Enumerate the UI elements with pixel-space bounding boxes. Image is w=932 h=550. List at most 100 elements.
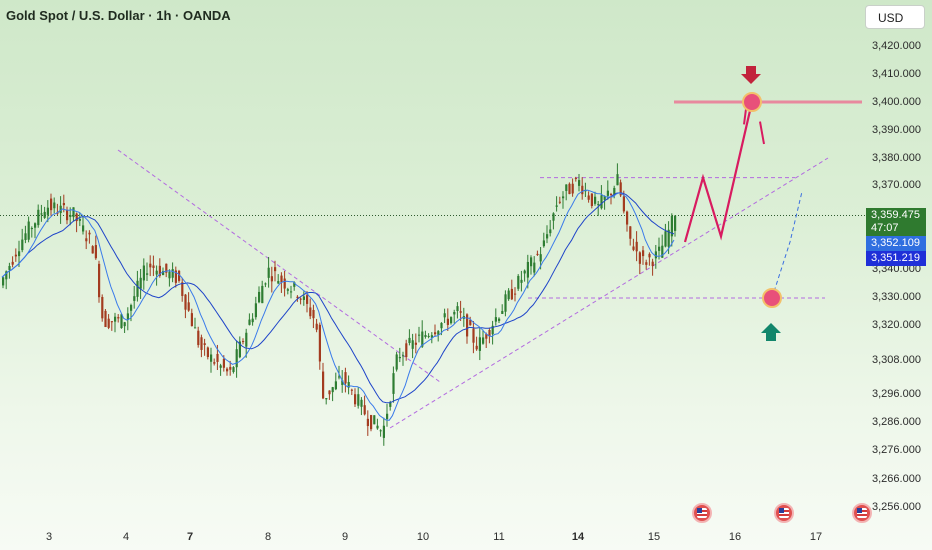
- candle-body: [78, 218, 81, 221]
- candle-body: [392, 373, 395, 394]
- candle-body: [133, 296, 136, 301]
- candle-body: [248, 319, 251, 325]
- candle-body: [18, 251, 21, 257]
- currency-selector[interactable]: USD: [865, 5, 925, 29]
- candle-body: [197, 330, 200, 346]
- candle-body: [277, 280, 280, 284]
- candle-body: [222, 358, 225, 368]
- candle-body: [274, 267, 277, 272]
- candle-body: [421, 331, 424, 347]
- candle-body: [606, 190, 609, 196]
- us-flag-icon[interactable]: [852, 503, 872, 523]
- candle-body: [638, 252, 641, 264]
- candle-body: [450, 317, 453, 324]
- candle-body: [475, 345, 478, 350]
- candle-body: [437, 331, 440, 335]
- us-flag-icon[interactable]: [774, 503, 794, 523]
- bar-countdown: 47:07: [871, 222, 899, 234]
- candle-body: [328, 390, 331, 395]
- candle-body: [261, 285, 264, 304]
- price-axis-label: 3,380.000: [872, 152, 921, 164]
- candle-body: [558, 201, 561, 203]
- price-axis-label: 3,370.000: [872, 179, 921, 191]
- candle-body: [539, 254, 542, 262]
- candle-body: [203, 343, 206, 346]
- time-axis-label: 15: [647, 531, 661, 543]
- candle-body: [555, 205, 558, 207]
- candle-body: [66, 210, 69, 221]
- candle-body: [485, 334, 488, 339]
- candle-body: [472, 328, 475, 343]
- time-axis-label: 8: [264, 531, 272, 543]
- candle-body: [114, 316, 117, 322]
- candle-body: [398, 356, 401, 359]
- moving-average-fast: [1, 189, 675, 421]
- candle-body: [648, 253, 651, 258]
- candle-body: [101, 296, 104, 319]
- candle-body: [584, 190, 587, 192]
- candle-body: [514, 293, 517, 295]
- candle-body: [645, 262, 648, 265]
- candle-body: [110, 321, 113, 323]
- candle-body: [152, 265, 155, 268]
- candle-body: [139, 277, 142, 289]
- time-axis-label: 16: [728, 531, 742, 543]
- candle-body: [181, 282, 184, 296]
- target-marker: [742, 92, 762, 112]
- candle-body: [286, 289, 289, 291]
- time-axis-label: 14: [571, 531, 585, 543]
- time-axis-label: 17: [809, 531, 823, 543]
- candle-body: [389, 402, 392, 407]
- candle-body: [574, 177, 577, 179]
- candle-body: [40, 213, 43, 215]
- candle-body: [5, 271, 8, 280]
- candle-body: [658, 246, 661, 251]
- candle-body: [491, 325, 494, 335]
- candle-body: [533, 262, 536, 273]
- candle-body: [360, 399, 363, 407]
- candle-body: [347, 381, 350, 388]
- candle-body: [654, 251, 657, 259]
- candle-body: [315, 323, 318, 330]
- candle-body: [235, 349, 238, 368]
- candle-body: [523, 270, 526, 274]
- candle-body: [267, 267, 270, 278]
- price-axis-label: 3,410.000: [872, 68, 921, 80]
- price-axis-label: 3,390.000: [872, 124, 921, 136]
- last-price-tag: 3,359.475 47:07: [866, 208, 926, 236]
- candle-body: [155, 270, 158, 275]
- candle-body: [296, 296, 299, 299]
- candle-body: [306, 295, 309, 304]
- candle-body: [46, 207, 49, 215]
- candle-body: [2, 277, 5, 286]
- candle-body: [578, 180, 581, 186]
- candle-body: [354, 394, 357, 405]
- candle-body: [210, 354, 213, 362]
- candle-body: [536, 253, 539, 255]
- candle-body: [280, 275, 283, 283]
- candle-body: [674, 215, 677, 231]
- price-axis-label: 3,320.000: [872, 319, 921, 331]
- candle-body: [370, 415, 373, 430]
- candle-body: [27, 221, 30, 240]
- candle-body: [344, 372, 347, 384]
- candle-body: [98, 263, 101, 298]
- candle-body: [603, 195, 606, 200]
- alternate-path: [771, 191, 803, 299]
- us-flag-icon[interactable]: [692, 503, 712, 523]
- candle-body: [226, 368, 229, 372]
- candle-body: [434, 332, 437, 335]
- candle-body: [520, 279, 523, 283]
- candle-body: [587, 195, 590, 200]
- candle-body: [312, 309, 315, 319]
- candle-body: [542, 240, 545, 247]
- candle-body: [610, 194, 613, 196]
- candle-body: [411, 340, 414, 349]
- time-axis-label: 9: [341, 531, 349, 543]
- candle-body: [600, 195, 603, 209]
- candle-body: [453, 311, 456, 315]
- candle-body: [549, 229, 552, 234]
- candle-body: [562, 196, 565, 199]
